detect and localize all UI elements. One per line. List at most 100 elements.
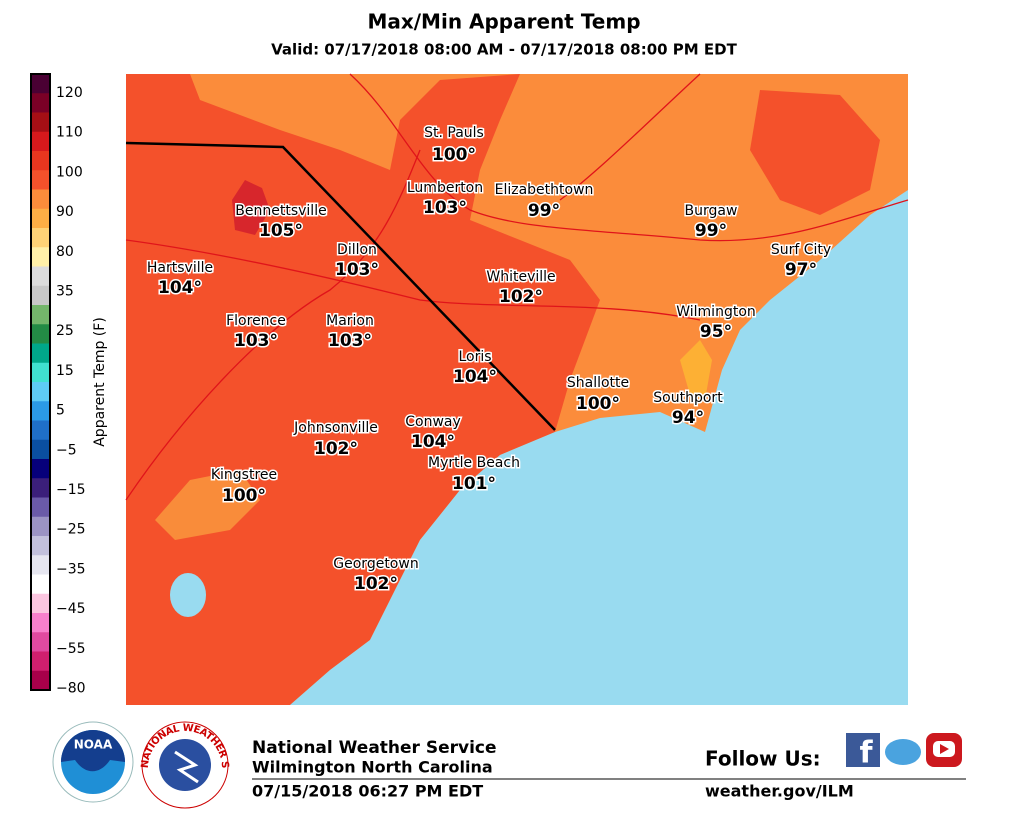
city-temp: 104° — [453, 367, 497, 387]
city-temp: 99° — [695, 221, 727, 241]
colorbar-tick: 90 — [56, 204, 74, 220]
colorbar-swatch — [31, 574, 50, 595]
colorbar-swatch — [31, 112, 50, 133]
city-name: Surf City — [771, 242, 831, 258]
road — [349, 73, 909, 242]
state-line — [125, 141, 556, 431]
colorbar-swatch — [31, 228, 50, 248]
city-temp: 104° — [411, 432, 455, 452]
city-temp: 100° — [432, 145, 476, 165]
colorbar-swatch — [31, 670, 50, 691]
colorbar-swatch — [31, 74, 50, 94]
city-name: Georgetown — [333, 556, 418, 572]
facebook-icon[interactable]: f — [846, 733, 880, 771]
hot-region — [750, 90, 880, 215]
colorbar-swatch — [31, 343, 50, 364]
cool-patch — [680, 340, 712, 400]
colorbar-swatch — [31, 593, 50, 614]
colorbar-swatch — [31, 420, 50, 441]
city-name: Marion — [326, 313, 374, 329]
colorbar-tick: 80 — [56, 244, 74, 260]
twitter-icon[interactable] — [885, 739, 921, 765]
city-name: Wilmington — [676, 304, 756, 320]
colorbar-swatch — [31, 497, 50, 518]
city-name: St. Pauls — [424, 125, 484, 141]
city-name: Myrtle Beach — [428, 455, 520, 471]
warm-patch — [155, 470, 260, 540]
city-labels: St. Pauls 100° Lumberton 103° Elizabethtown 9… — [145, 124, 832, 596]
colorbar-swatch — [31, 516, 50, 537]
colorbar-tick: −15 — [56, 482, 86, 498]
colorbar: 120 110 100 90 80 35 25 15 5 −5 −15 −25 −35 −45 −55 −80 — [30, 73, 86, 697]
youtube-icon[interactable] — [926, 733, 962, 767]
city-temp: 97° — [785, 260, 817, 280]
colorbar-tick: −5 — [56, 442, 77, 458]
city-name: Lumberton — [407, 180, 483, 196]
city-name: Burgaw — [685, 203, 738, 219]
colorbar-tick: 5 — [56, 403, 65, 419]
city-name: Johnsonville — [293, 420, 378, 436]
office: National Weather Service — [252, 738, 497, 758]
city-temp: 100° — [222, 486, 266, 506]
colorbar-swatch — [31, 208, 50, 229]
noaa-text: NOAA — [74, 738, 113, 752]
colorbar-swatch — [31, 401, 50, 421]
city-name: Elizabethtown — [495, 182, 594, 198]
city-temp: 103° — [423, 198, 467, 218]
colorbar-swatch — [31, 439, 50, 460]
svg-text:f: f — [859, 736, 873, 771]
city-temp: 103° — [328, 331, 372, 351]
city-temp: 102° — [499, 287, 543, 307]
colorbar-swatch — [31, 362, 50, 383]
city-name: Southport — [653, 390, 723, 406]
colorbar-tick: −55 — [56, 641, 86, 657]
city-temp: 105° — [259, 221, 303, 241]
colorbar-frame — [30, 73, 51, 691]
colorbar-swatch — [31, 613, 50, 633]
colorbar-tick: −80 — [56, 681, 86, 697]
title: Max/Min Apparent Temp — [367, 10, 640, 34]
city-name: Florence — [226, 313, 286, 329]
colorbar-swatch — [31, 324, 50, 344]
ocean — [290, 190, 908, 705]
colorbar-label: Apparent Temp (F) — [92, 317, 108, 447]
colorbar-swatch — [31, 382, 50, 402]
colorbar-tick: −45 — [56, 601, 86, 617]
city-name: Kingstree — [211, 467, 277, 483]
colorbar-swatch — [31, 131, 50, 152]
colorbar-tick: 100 — [56, 164, 83, 180]
city-temp: 100° — [576, 394, 620, 414]
road — [125, 149, 421, 501]
colorbar-swatch — [31, 247, 50, 267]
colorbar-tick: 35 — [56, 284, 74, 300]
noaa-logo: NOAA — [52, 721, 134, 803]
colorbar-swatch — [31, 189, 50, 210]
city-temp: 102° — [314, 439, 358, 459]
colorbar-swatch — [31, 478, 50, 498]
colorbar-swatch — [31, 93, 50, 113]
colorbar-tick: −25 — [56, 522, 86, 538]
colorbar-swatch — [31, 459, 50, 479]
city-temp: 102° — [354, 574, 398, 594]
colorbar-swatch — [31, 170, 50, 190]
city-name: Whiteville — [486, 269, 555, 285]
colorbar-tick: 25 — [56, 323, 74, 339]
colorbar-tick: 15 — [56, 363, 74, 379]
city-temp: 99° — [528, 201, 560, 221]
city-temp: 94° — [672, 408, 704, 428]
colorbar-swatch — [31, 305, 50, 325]
city-temp: 104° — [158, 278, 202, 298]
colorbar-swatch — [31, 151, 50, 171]
city-name: Dillon — [337, 242, 377, 258]
colorbar-swatch — [31, 651, 50, 672]
road — [125, 239, 701, 321]
lake — [170, 573, 206, 617]
map — [125, 73, 909, 705]
colorbar-swatch — [31, 555, 50, 575]
city-name: Bennettsville — [235, 203, 326, 219]
road — [559, 73, 701, 201]
url[interactable]: weather.gov/ILM — [705, 782, 854, 801]
city-temp: 101° — [452, 474, 496, 494]
city-name: Hartsville — [147, 260, 213, 276]
